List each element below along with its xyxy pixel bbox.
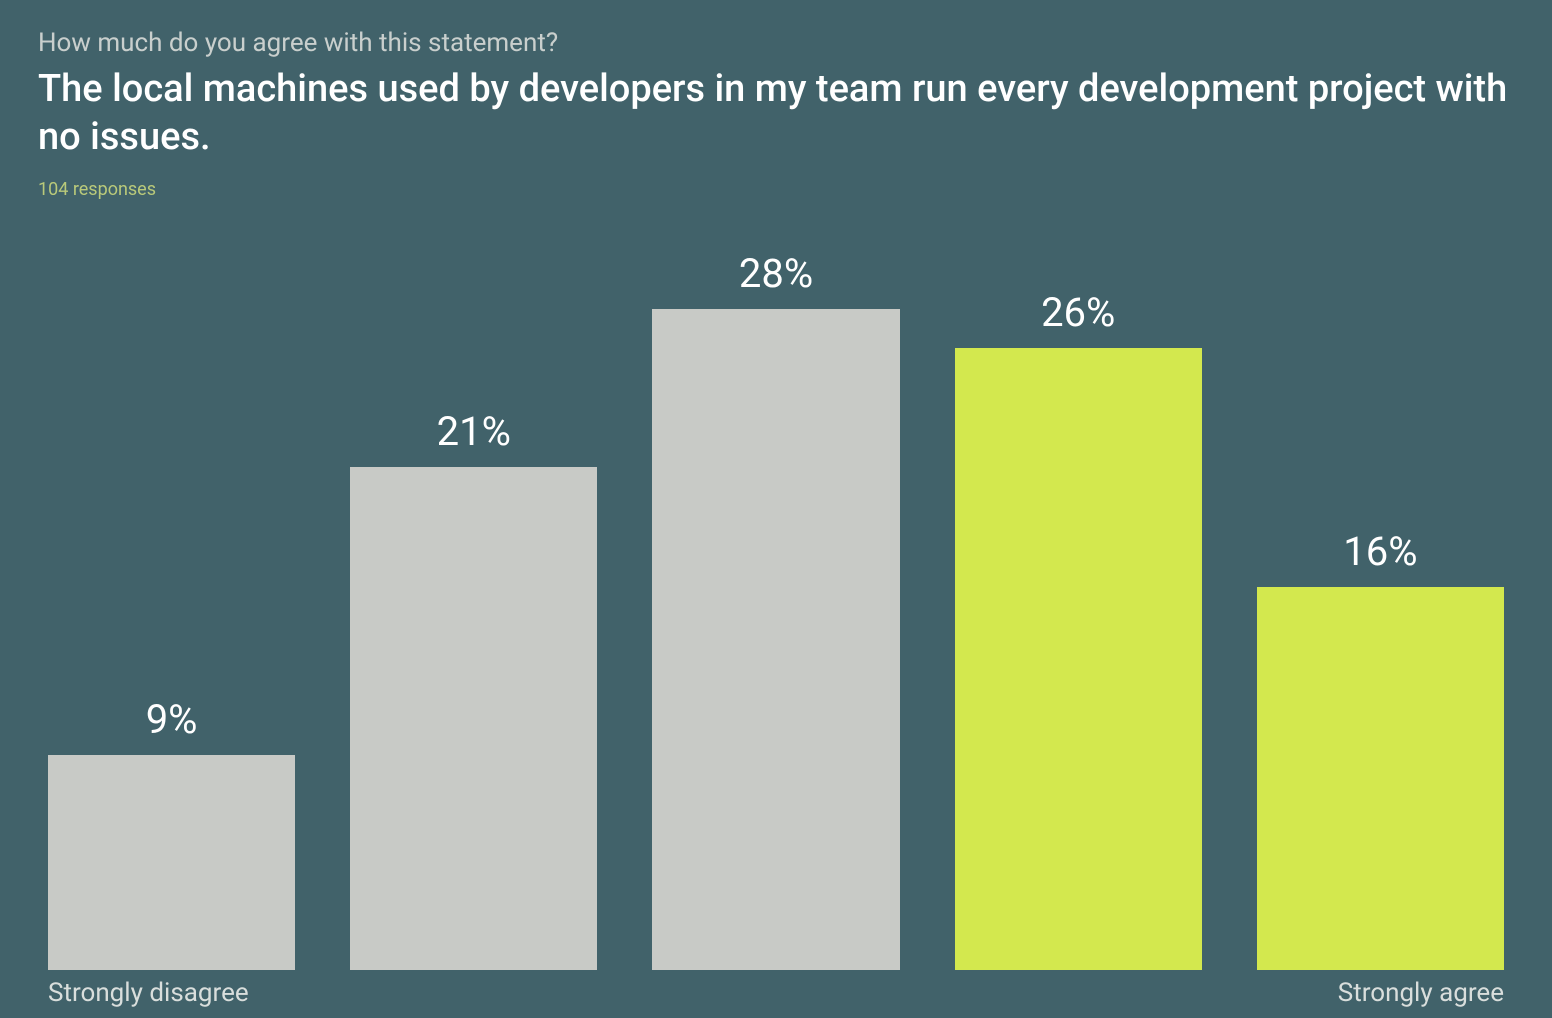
- bar-rect: [955, 348, 1202, 970]
- bar-rect: [1257, 587, 1504, 970]
- bar-value-label: 21%: [437, 408, 511, 455]
- bar-group-4: 16% Strongly agree: [1257, 250, 1504, 1010]
- bar-rect: [652, 309, 899, 970]
- bar-rect: [48, 755, 295, 970]
- bar-value-label: 26%: [1041, 289, 1115, 336]
- bar-chart: 9% Strongly disagree 21%.28%.26%. 16% Strong…: [38, 250, 1514, 1010]
- bar-category-label: Strongly disagree: [48, 978, 249, 1010]
- bar-value-label: 16%: [1343, 528, 1417, 575]
- chart-header: How much do you agree with this statemen…: [38, 28, 1514, 200]
- bar-rect: [350, 467, 597, 970]
- bar-value-label: 9%: [146, 696, 198, 743]
- bar-group-3: 26%.: [955, 250, 1202, 1010]
- bar-category-label: Strongly agree: [1338, 978, 1504, 1010]
- bar-group-1: 21%.: [350, 250, 597, 1010]
- bar-group-0: 9% Strongly disagree: [48, 250, 295, 1010]
- statement-text: The local machines used by developers in…: [38, 66, 1514, 161]
- bar-group-2: 28%.: [652, 250, 899, 1010]
- response-count: 104 responses: [38, 179, 1514, 200]
- bar-value-label: 28%: [739, 250, 813, 297]
- question-prompt: How much do you agree with this statemen…: [38, 28, 1514, 58]
